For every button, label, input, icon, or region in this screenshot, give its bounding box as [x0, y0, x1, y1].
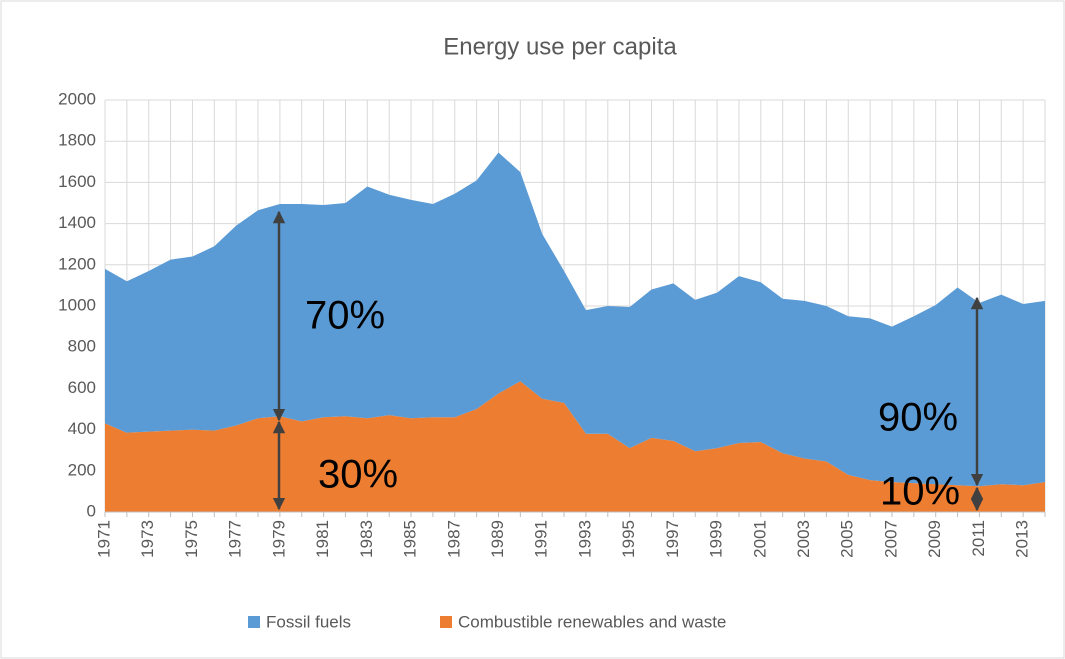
annotation: 10%: [880, 470, 960, 514]
area: [105, 381, 1045, 512]
x-tick-label: 1975: [182, 520, 201, 558]
annotation: 70%: [305, 294, 385, 338]
x-tick-label: 1989: [488, 520, 507, 558]
y-tick-label: 1800: [58, 131, 96, 150]
y-tick-label: 1000: [58, 295, 96, 314]
x-tick-label: 1997: [663, 520, 682, 558]
legend-label: Combustible renewables and waste: [458, 612, 726, 631]
x-tick-label: 1979: [269, 520, 288, 558]
chart-title: Energy use per capita: [443, 33, 677, 60]
x-tick-label: 1995: [619, 520, 638, 558]
y-tick-label: 0: [87, 501, 96, 520]
x-tick-label: 2007: [881, 520, 900, 558]
x-tick-label: 2005: [838, 520, 857, 558]
x-tick-label: 2009: [925, 520, 944, 558]
arrows: [272, 210, 984, 512]
x-tick-label: 1993: [575, 520, 594, 558]
y-tick-label: 200: [68, 460, 96, 479]
y-tick-label: 1600: [58, 172, 96, 191]
legend-label: Fossil fuels: [266, 612, 351, 631]
x-tick-label: 1981: [313, 520, 332, 558]
y-tick-label: 1400: [58, 213, 96, 232]
x-tick-label: 2013: [1013, 520, 1032, 558]
x-tick-label: 2001: [750, 520, 769, 558]
y-tick-label: 600: [68, 378, 96, 397]
annotation: 30%: [318, 453, 398, 497]
x-tick-label: 1977: [226, 520, 245, 558]
x-tick-label: 1973: [138, 520, 157, 558]
legend-swatch: [248, 616, 260, 628]
x-tick-label: 2003: [794, 520, 813, 558]
y-tick-label: 800: [68, 337, 96, 356]
x-tick-label: 1971: [94, 520, 113, 558]
x-tick-label: 1987: [444, 520, 463, 558]
legend-swatch: [440, 616, 452, 628]
x-tick-label: 1983: [357, 520, 376, 558]
x-tick-label: 1985: [401, 520, 420, 558]
x-tick-label: 2011: [969, 520, 988, 557]
x-tick-label: 1999: [707, 520, 726, 558]
x-tick-label: 1991: [532, 520, 551, 558]
y-tick-label: 1200: [58, 254, 96, 273]
y-tick-label: 400: [68, 419, 96, 438]
y-tick-label: 2000: [58, 89, 96, 108]
area: [105, 152, 1045, 487]
annotation: 90%: [878, 396, 958, 440]
